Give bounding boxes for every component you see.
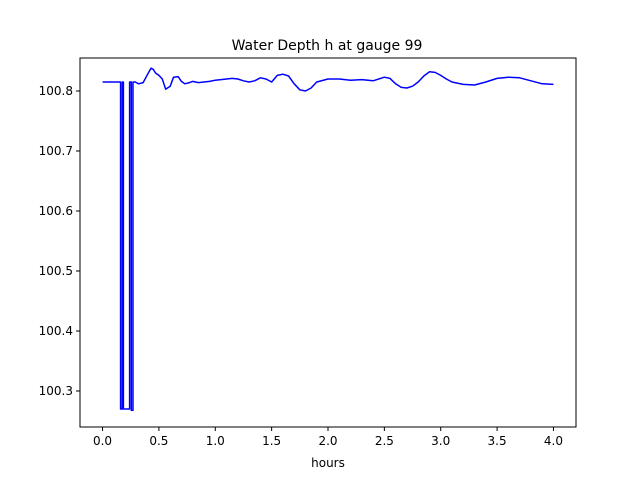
plot-area — [102, 67, 554, 411]
x-tick-label: 3.5 — [488, 434, 507, 448]
y-tick-label: 100.8 — [39, 84, 73, 98]
x-tick-label: 0.0 — [93, 434, 112, 448]
chart-title: Water Depth h at gauge 99 — [232, 38, 423, 54]
axis-ticks: 0.0 0.5 1.0 1.5 2.0 2.5 3.0 3.5 4.0 100.3 100.4 100… — [39, 84, 563, 448]
series-line-0 — [102, 67, 554, 411]
x-tick-label: 2.5 — [375, 434, 394, 448]
x-tick-label: 1.0 — [206, 434, 225, 448]
y-tick-label: 100.7 — [39, 144, 73, 158]
x-tick-label: 4.0 — [544, 434, 563, 448]
x-axis-label: hours — [311, 456, 345, 470]
y-tick-label: 100.4 — [39, 324, 73, 338]
plot-frame — [79, 57, 577, 428]
y-tick-label: 100.6 — [39, 204, 73, 218]
x-tick-label: 0.5 — [149, 434, 168, 448]
x-tick-label: 2.0 — [318, 434, 337, 448]
y-tick-label: 100.3 — [39, 384, 73, 398]
y-tick-label: 100.5 — [39, 264, 73, 278]
x-tick-label: 3.0 — [431, 434, 450, 448]
x-tick-label: 1.5 — [262, 434, 281, 448]
